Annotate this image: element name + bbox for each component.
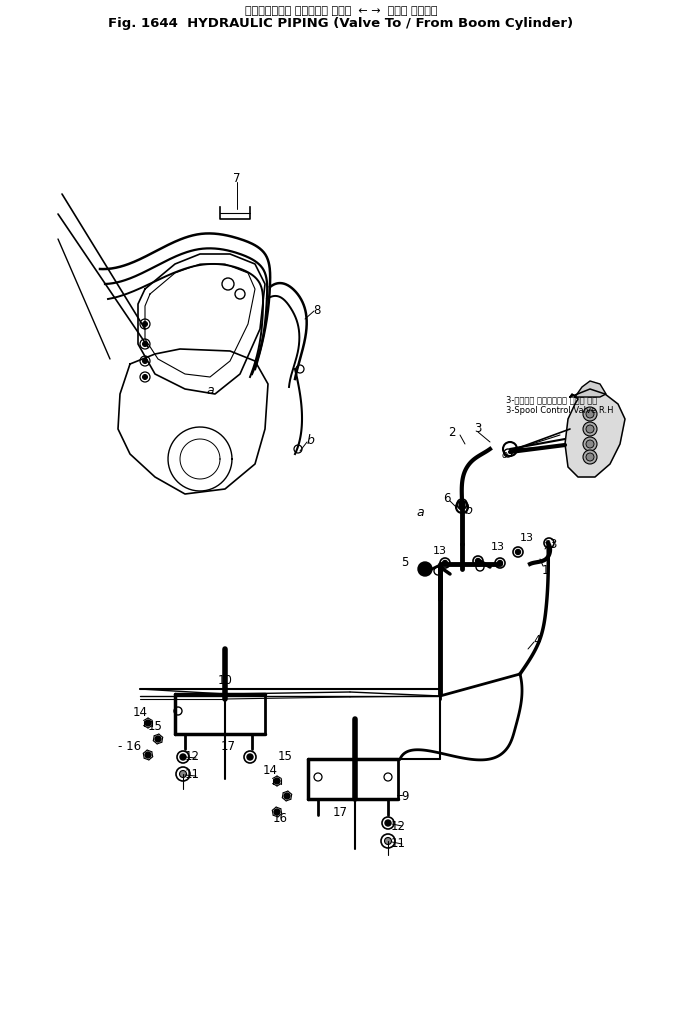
Circle shape (145, 752, 151, 758)
Circle shape (586, 440, 594, 448)
Circle shape (274, 809, 280, 815)
Circle shape (583, 408, 597, 422)
Circle shape (459, 504, 465, 511)
Text: a: a (416, 505, 424, 518)
Text: 6: 6 (443, 491, 451, 504)
Text: 12: 12 (184, 750, 199, 763)
Text: 16: 16 (273, 811, 288, 823)
Text: 14: 14 (262, 763, 277, 775)
Polygon shape (575, 382, 606, 397)
Text: 2: 2 (448, 425, 456, 438)
Text: 9: 9 (401, 789, 408, 802)
Circle shape (443, 560, 447, 566)
Text: 15: 15 (277, 749, 292, 762)
Circle shape (143, 342, 148, 347)
Circle shape (274, 779, 280, 785)
Text: - 16: - 16 (118, 739, 141, 752)
Circle shape (143, 359, 148, 364)
Circle shape (145, 720, 151, 727)
Text: 4: 4 (533, 633, 541, 646)
Text: 8: 8 (313, 304, 321, 316)
Circle shape (586, 411, 594, 419)
Text: a: a (206, 383, 214, 396)
Circle shape (459, 501, 465, 507)
Text: 11: 11 (391, 837, 406, 850)
Text: 3: 3 (549, 538, 557, 551)
Text: 12: 12 (391, 818, 406, 832)
Text: b: b (306, 433, 314, 446)
Text: 13: 13 (520, 533, 534, 542)
Circle shape (586, 453, 594, 462)
Text: 11: 11 (184, 767, 199, 781)
Circle shape (180, 770, 186, 777)
Text: 14: 14 (133, 705, 148, 717)
Text: 13: 13 (491, 541, 505, 551)
Circle shape (583, 437, 597, 451)
Circle shape (284, 793, 290, 799)
Text: 3: 3 (474, 421, 482, 434)
Polygon shape (565, 389, 625, 478)
Circle shape (516, 550, 520, 555)
Circle shape (180, 754, 186, 760)
Circle shape (143, 375, 148, 380)
Circle shape (385, 820, 391, 826)
Text: o: o (502, 449, 508, 460)
Text: 10: 10 (218, 673, 232, 686)
Circle shape (247, 754, 253, 760)
Circle shape (497, 560, 503, 566)
Text: 1: 1 (541, 562, 548, 576)
Circle shape (418, 562, 432, 577)
Text: 3-Spool Control Valve R.H: 3-Spool Control Valve R.H (506, 406, 613, 415)
Circle shape (583, 423, 597, 436)
Circle shape (385, 838, 391, 845)
Text: 3-スプール コントロール バルブ 右側: 3-スプール コントロール バルブ 右側 (506, 394, 597, 404)
Text: 7: 7 (234, 171, 240, 184)
Text: 17: 17 (333, 805, 348, 817)
Text: Fig. 1644  HYDRAULIC PIPING (Valve To / From Boom Cylinder): Fig. 1644 HYDRAULIC PIPING (Valve To / F… (109, 16, 574, 30)
Text: 17: 17 (221, 739, 236, 752)
Circle shape (155, 737, 161, 742)
Text: 5: 5 (402, 556, 408, 569)
Text: ハイドロリック パイピング バルブ  ← →  ブーム シリンダ: ハイドロリック パイピング バルブ ← → ブーム シリンダ (245, 6, 437, 16)
Circle shape (586, 426, 594, 433)
Circle shape (583, 450, 597, 465)
Text: 13: 13 (433, 545, 447, 555)
Text: 15: 15 (148, 719, 163, 733)
Circle shape (475, 559, 481, 564)
Text: b: b (464, 504, 472, 517)
Circle shape (143, 322, 148, 327)
